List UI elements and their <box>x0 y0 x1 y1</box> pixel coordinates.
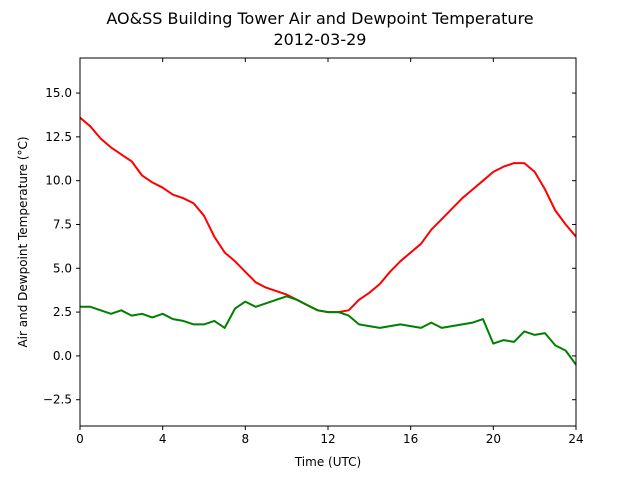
x-tick-label: 24 <box>568 432 583 446</box>
series-line-0 <box>79 116 577 314</box>
y-ticks: −2.5 0.0 2.5 5.0 7.5 10.0 12.5 15.0 <box>43 86 576 407</box>
y-tick-label: 15.0 <box>45 86 72 100</box>
x-tick-label: 4 <box>159 432 167 446</box>
x-tick-label: 8 <box>242 432 250 446</box>
x-tick-label: 12 <box>320 432 335 446</box>
y-tick-label: 12.5 <box>45 130 72 144</box>
y-tick-label: −2.5 <box>43 393 72 407</box>
y-tick-label: 2.5 <box>53 305 72 319</box>
y-tick-label: 10.0 <box>45 174 72 188</box>
y-axis-label: Air and Dewpoint Temperature (°C) <box>16 136 30 347</box>
series-layer <box>79 116 577 366</box>
x-tick-label: 16 <box>403 432 418 446</box>
y-tick-label: 7.5 <box>53 217 72 231</box>
plot-frame <box>79 57 577 427</box>
x-ticks: 0 4 8 12 16 20 24 <box>76 58 584 446</box>
x-axis-label: Time (UTC) <box>294 455 361 469</box>
y-tick-label: 0.0 <box>53 349 72 363</box>
chart-subtitle: 2012-03-29 <box>274 30 367 49</box>
chart-title: AO&SS Building Tower Air and Dewpoint Te… <box>106 9 533 28</box>
x-tick-label: 0 <box>76 432 84 446</box>
y-tick-label: 5.0 <box>53 261 72 275</box>
series-line-1 <box>80 295 577 366</box>
x-tick-label: 20 <box>486 432 501 446</box>
